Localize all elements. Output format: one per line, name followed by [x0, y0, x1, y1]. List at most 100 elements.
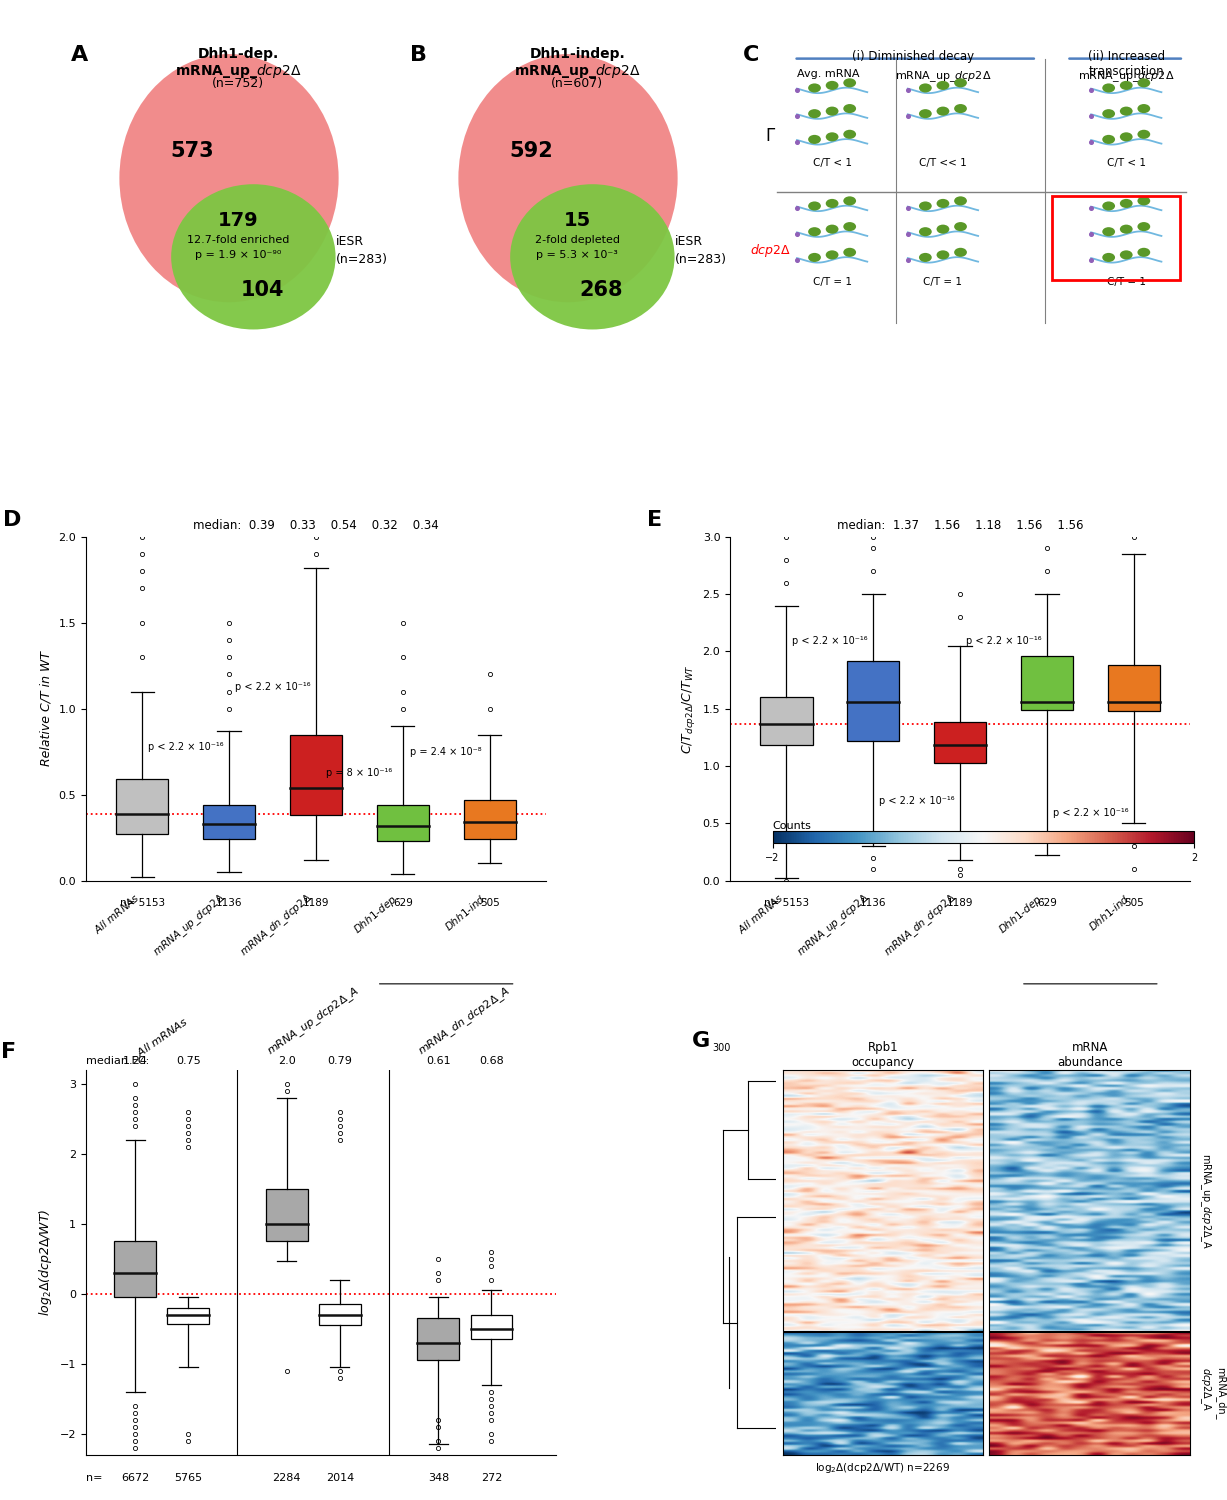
Text: p < 2.2 × 10⁻¹⁶: p < 2.2 × 10⁻¹⁶	[1053, 807, 1128, 818]
Text: (n=607): (n=607)	[551, 76, 604, 90]
Ellipse shape	[510, 184, 675, 330]
Text: median:  1.37    1.56    1.18    1.56    1.56: median: 1.37 1.56 1.18 1.56 1.56	[837, 519, 1083, 531]
Text: iESR: iESR	[335, 236, 363, 248]
Circle shape	[1137, 78, 1150, 87]
Text: C/T < 1: C/T < 1	[1107, 159, 1146, 168]
Text: n= 5153: n= 5153	[764, 898, 809, 908]
Circle shape	[936, 225, 950, 234]
Text: p < 2.2 × 10⁻¹⁶: p < 2.2 × 10⁻¹⁶	[879, 796, 955, 806]
Text: n= 5153: n= 5153	[120, 898, 164, 908]
Circle shape	[1120, 81, 1133, 90]
Circle shape	[809, 226, 821, 236]
Title: mRNA
abundance: mRNA abundance	[1056, 1041, 1123, 1068]
Bar	[761, 698, 812, 746]
Text: 505: 505	[1124, 898, 1144, 908]
Text: Avg. mRNA: Avg. mRNA	[796, 69, 859, 80]
Text: E: E	[648, 510, 663, 530]
Text: 6672: 6672	[121, 1473, 150, 1482]
Text: 573: 573	[171, 141, 215, 160]
Text: (i) Diminished decay: (i) Diminished decay	[852, 50, 974, 63]
Bar	[266, 1190, 308, 1242]
Text: C: C	[742, 45, 760, 64]
Text: p < 2.2 × 10⁻¹⁶: p < 2.2 × 10⁻¹⁶	[234, 681, 310, 692]
Text: 348: 348	[428, 1473, 449, 1482]
Circle shape	[919, 201, 931, 210]
Text: 15: 15	[563, 211, 590, 230]
Circle shape	[826, 106, 838, 116]
Circle shape	[843, 78, 856, 87]
Text: mRNA_up_$\it{dcp2\Delta}$_A: mRNA_up_$\it{dcp2\Delta}$_A	[1199, 1152, 1214, 1250]
Circle shape	[955, 104, 967, 112]
Y-axis label: $C/T_{dcp2\Delta}/C/T_{WT}$: $C/T_{dcp2\Delta}/C/T_{WT}$	[680, 664, 697, 753]
Text: Counts: Counts	[773, 821, 811, 831]
Text: 629: 629	[1037, 898, 1056, 908]
Text: C/T = 1: C/T = 1	[924, 276, 962, 286]
Text: p = 1.9 × 10⁻⁹⁰: p = 1.9 × 10⁻⁹⁰	[195, 251, 281, 261]
Circle shape	[843, 104, 856, 112]
Circle shape	[1102, 254, 1115, 262]
Circle shape	[1137, 222, 1150, 231]
Circle shape	[826, 251, 838, 260]
Text: $\it{All\ mRNAs}$: $\it{All\ mRNAs}$	[134, 1016, 190, 1059]
Circle shape	[1120, 225, 1133, 234]
Text: mRNA_up_$\it{dcp2\Delta}$: mRNA_up_$\it{dcp2\Delta}$	[174, 62, 302, 80]
Text: 0.68: 0.68	[479, 1056, 504, 1066]
Circle shape	[955, 78, 967, 87]
Text: B: B	[410, 45, 427, 64]
Bar	[114, 1242, 156, 1298]
Text: 104: 104	[240, 280, 285, 300]
Text: 5765: 5765	[174, 1473, 202, 1482]
Text: p = 2.4 × 10⁻⁸: p = 2.4 × 10⁻⁸	[410, 747, 482, 758]
Circle shape	[1137, 104, 1150, 112]
Text: F: F	[1, 1042, 16, 1062]
Bar	[464, 800, 515, 840]
Text: p = 8 × 10⁻¹⁶: p = 8 × 10⁻¹⁶	[326, 768, 393, 777]
Text: iESR: iESR	[675, 236, 703, 248]
Circle shape	[936, 106, 950, 116]
Circle shape	[1102, 110, 1115, 118]
Text: 0.79: 0.79	[328, 1056, 352, 1066]
Bar	[1108, 664, 1160, 711]
Circle shape	[955, 196, 967, 206]
Text: 1189: 1189	[303, 898, 329, 908]
Circle shape	[919, 84, 931, 93]
Circle shape	[1137, 248, 1150, 256]
Bar	[377, 806, 428, 842]
Text: mRNA_dn_
$\it{dcp2\Delta}$_A: mRNA_dn_ $\it{dcp2\Delta}$_A	[1199, 1366, 1226, 1419]
Text: mRNA_up_$\it{dcp2\Delta}$: mRNA_up_$\it{dcp2\Delta}$	[1079, 69, 1174, 84]
Text: 2284: 2284	[272, 1473, 301, 1482]
Text: 268: 268	[579, 280, 623, 300]
Text: mRNA_up_$\it{dcp2\Delta}$: mRNA_up_$\it{dcp2\Delta}$	[514, 62, 640, 80]
Text: 505: 505	[480, 898, 499, 908]
Text: Dhh1-dep.: Dhh1-dep.	[198, 46, 279, 60]
Circle shape	[809, 84, 821, 93]
Circle shape	[826, 132, 838, 141]
Text: 1189: 1189	[947, 898, 973, 908]
Circle shape	[1120, 132, 1133, 141]
Circle shape	[1137, 196, 1150, 206]
Text: 629: 629	[393, 898, 412, 908]
Text: $\it{mRNA\_dn\_dcp2\Delta\_A}$: $\it{mRNA\_dn\_dcp2\Delta\_A}$	[416, 984, 514, 1059]
Circle shape	[826, 200, 838, 208]
Text: p < 2.2 × 10⁻¹⁶: p < 2.2 × 10⁻¹⁶	[793, 636, 867, 645]
Circle shape	[955, 248, 967, 256]
Text: 179: 179	[218, 211, 259, 230]
Text: p < 2.2 × 10⁻¹⁶: p < 2.2 × 10⁻¹⁶	[966, 636, 1042, 645]
Circle shape	[919, 226, 931, 236]
Circle shape	[809, 135, 821, 144]
Bar	[470, 1316, 512, 1340]
Bar	[167, 1308, 209, 1324]
Circle shape	[809, 110, 821, 118]
Circle shape	[1102, 135, 1115, 144]
Bar	[319, 1305, 361, 1326]
Text: $\it{dcp2\Delta}$: $\it{dcp2\Delta}$	[750, 243, 791, 260]
Circle shape	[936, 81, 950, 90]
Circle shape	[936, 251, 950, 260]
Text: D: D	[4, 510, 21, 530]
Text: 592: 592	[509, 141, 553, 160]
Circle shape	[1137, 130, 1150, 140]
Bar	[1021, 656, 1072, 710]
Circle shape	[936, 200, 950, 208]
Text: 0.61: 0.61	[426, 1056, 450, 1066]
Text: Dhh1-indep.: Dhh1-indep.	[529, 46, 625, 60]
